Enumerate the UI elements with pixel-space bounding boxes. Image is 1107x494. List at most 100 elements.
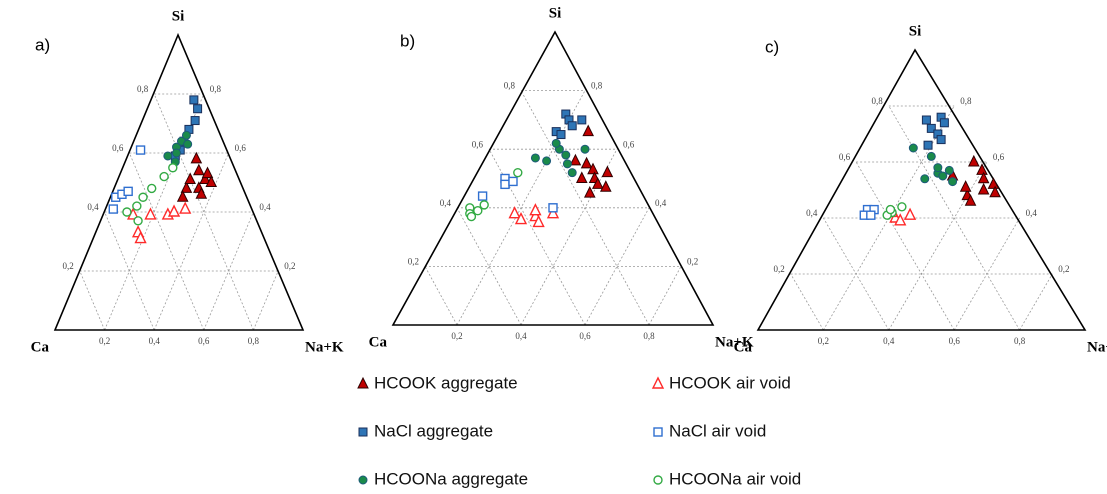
data-point	[168, 163, 178, 173]
bottom-tick-label: 0,2	[818, 336, 829, 346]
right-tick-label: 0,6	[623, 139, 635, 149]
legend-marker	[651, 376, 665, 389]
data-point	[976, 163, 988, 175]
data-point	[577, 115, 587, 125]
data-point	[508, 206, 521, 219]
legend-marker	[653, 427, 663, 437]
triangle-frame	[756, 48, 1087, 331]
bottom-tick-label: 0,8	[1014, 336, 1026, 346]
data-point	[866, 210, 876, 220]
data-point	[575, 171, 588, 183]
data-point	[977, 182, 990, 195]
left-tick-label: 0,8	[872, 96, 884, 106]
right-tick-label: 0,8	[960, 96, 972, 106]
bottom-tick-label: 0,4	[883, 336, 895, 346]
bottom-tick-label: 0,2	[99, 336, 110, 346]
bottom-tick-label: 0,6	[579, 331, 591, 341]
grid-line	[488, 149, 586, 326]
data-point	[989, 185, 1001, 198]
data-point	[514, 211, 528, 225]
legend-label: NaCl air void	[669, 421, 766, 440]
data-point	[184, 172, 196, 185]
data-point	[179, 201, 192, 214]
data-point	[183, 139, 193, 149]
data-point	[542, 156, 552, 166]
data-point	[123, 186, 133, 197]
grid-line	[129, 152, 205, 331]
panel-label: c)	[765, 37, 779, 56]
data-point	[926, 123, 936, 133]
data-point	[583, 186, 596, 198]
right-tick-label: 0,6	[235, 143, 247, 153]
data-point	[987, 177, 1000, 189]
data-point	[546, 206, 560, 219]
grid-line	[520, 149, 618, 326]
data-point	[977, 171, 990, 184]
legend-marker	[358, 427, 368, 437]
data-point	[201, 166, 214, 179]
left-tick-label: 0,2	[773, 264, 784, 274]
data-point	[138, 192, 148, 202]
triangle-frame	[53, 32, 305, 331]
left-tick-label: 0,2	[408, 256, 419, 266]
data-point	[944, 165, 954, 175]
left-tick-label: 0,4	[87, 202, 99, 212]
corner-label: Na+K	[1087, 339, 1107, 355]
left-tick-label: 0,6	[112, 143, 124, 153]
corner-label: Ca	[369, 334, 388, 350]
data-point	[908, 143, 918, 153]
data-point	[190, 116, 200, 126]
corner-label: Si	[909, 23, 922, 39]
data-point	[556, 130, 566, 140]
data-point	[532, 214, 545, 228]
data-point	[167, 204, 181, 217]
data-point	[569, 153, 582, 166]
grid-line	[104, 211, 155, 331]
data-point	[193, 104, 203, 114]
right-tick-label: 0,2	[687, 256, 698, 266]
data-point	[144, 207, 157, 220]
corner-label: Na+K	[715, 334, 754, 350]
bottom-tick-label: 0,8	[643, 331, 655, 341]
data-point	[122, 207, 132, 217]
corner-label: Ca	[734, 339, 753, 355]
data-point	[108, 204, 118, 214]
bottom-tick-label: 0,4	[149, 336, 161, 346]
data-point	[163, 151, 173, 161]
left-tick-label: 0,4	[440, 198, 452, 208]
data-point	[180, 181, 193, 193]
data-point	[897, 202, 907, 212]
corner-label: Ca	[31, 339, 50, 355]
data-point	[921, 115, 931, 125]
data-point	[933, 163, 943, 173]
left-tick-label: 0,6	[839, 152, 851, 162]
left-tick-label: 0,6	[472, 139, 484, 149]
legend-marker	[357, 376, 369, 389]
data-point	[195, 187, 208, 199]
legend-marker	[653, 475, 663, 485]
data-point	[964, 194, 977, 206]
data-point	[894, 213, 907, 226]
corner-label: Si	[172, 8, 185, 24]
data-point	[591, 177, 604, 189]
grid-line	[790, 273, 824, 331]
panel-label: b)	[400, 31, 415, 50]
data-point	[513, 167, 523, 178]
data-point	[176, 190, 189, 202]
data-point	[885, 204, 896, 215]
data-point	[948, 177, 958, 187]
right-tick-label: 0,2	[1058, 264, 1069, 274]
grid-line	[953, 217, 1020, 331]
grid-line	[203, 211, 254, 331]
data-point	[936, 135, 946, 145]
data-point	[500, 179, 510, 190]
data-point	[580, 144, 590, 154]
grid-line	[648, 266, 682, 326]
data-point	[567, 168, 577, 178]
data-point	[172, 148, 182, 158]
left-tick-label: 0,8	[504, 81, 516, 91]
right-tick-label: 0,6	[993, 152, 1005, 162]
grid-line	[823, 217, 890, 331]
data-point	[582, 124, 595, 137]
